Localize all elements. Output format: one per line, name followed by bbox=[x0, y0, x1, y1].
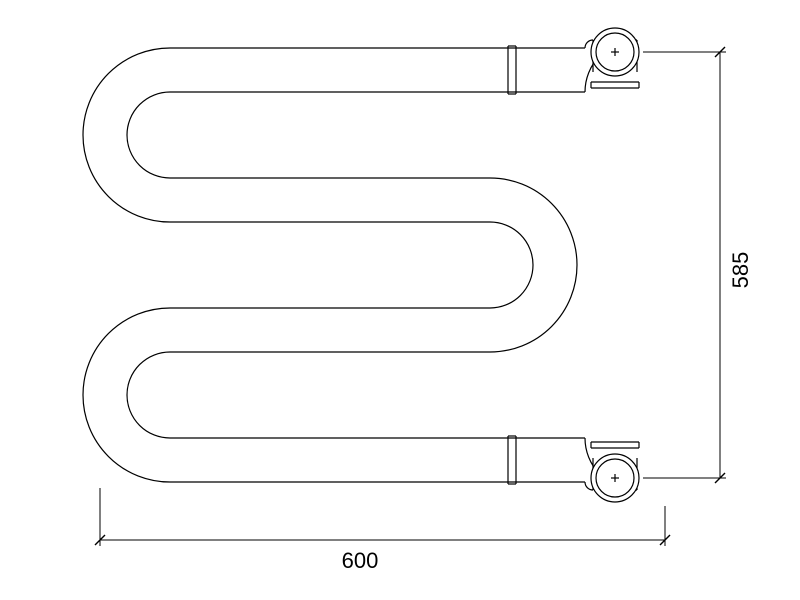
technical-drawing: 600 585 bbox=[0, 0, 800, 600]
dimension-width: 600 bbox=[342, 548, 379, 573]
dimension-height: 585 bbox=[728, 252, 753, 289]
